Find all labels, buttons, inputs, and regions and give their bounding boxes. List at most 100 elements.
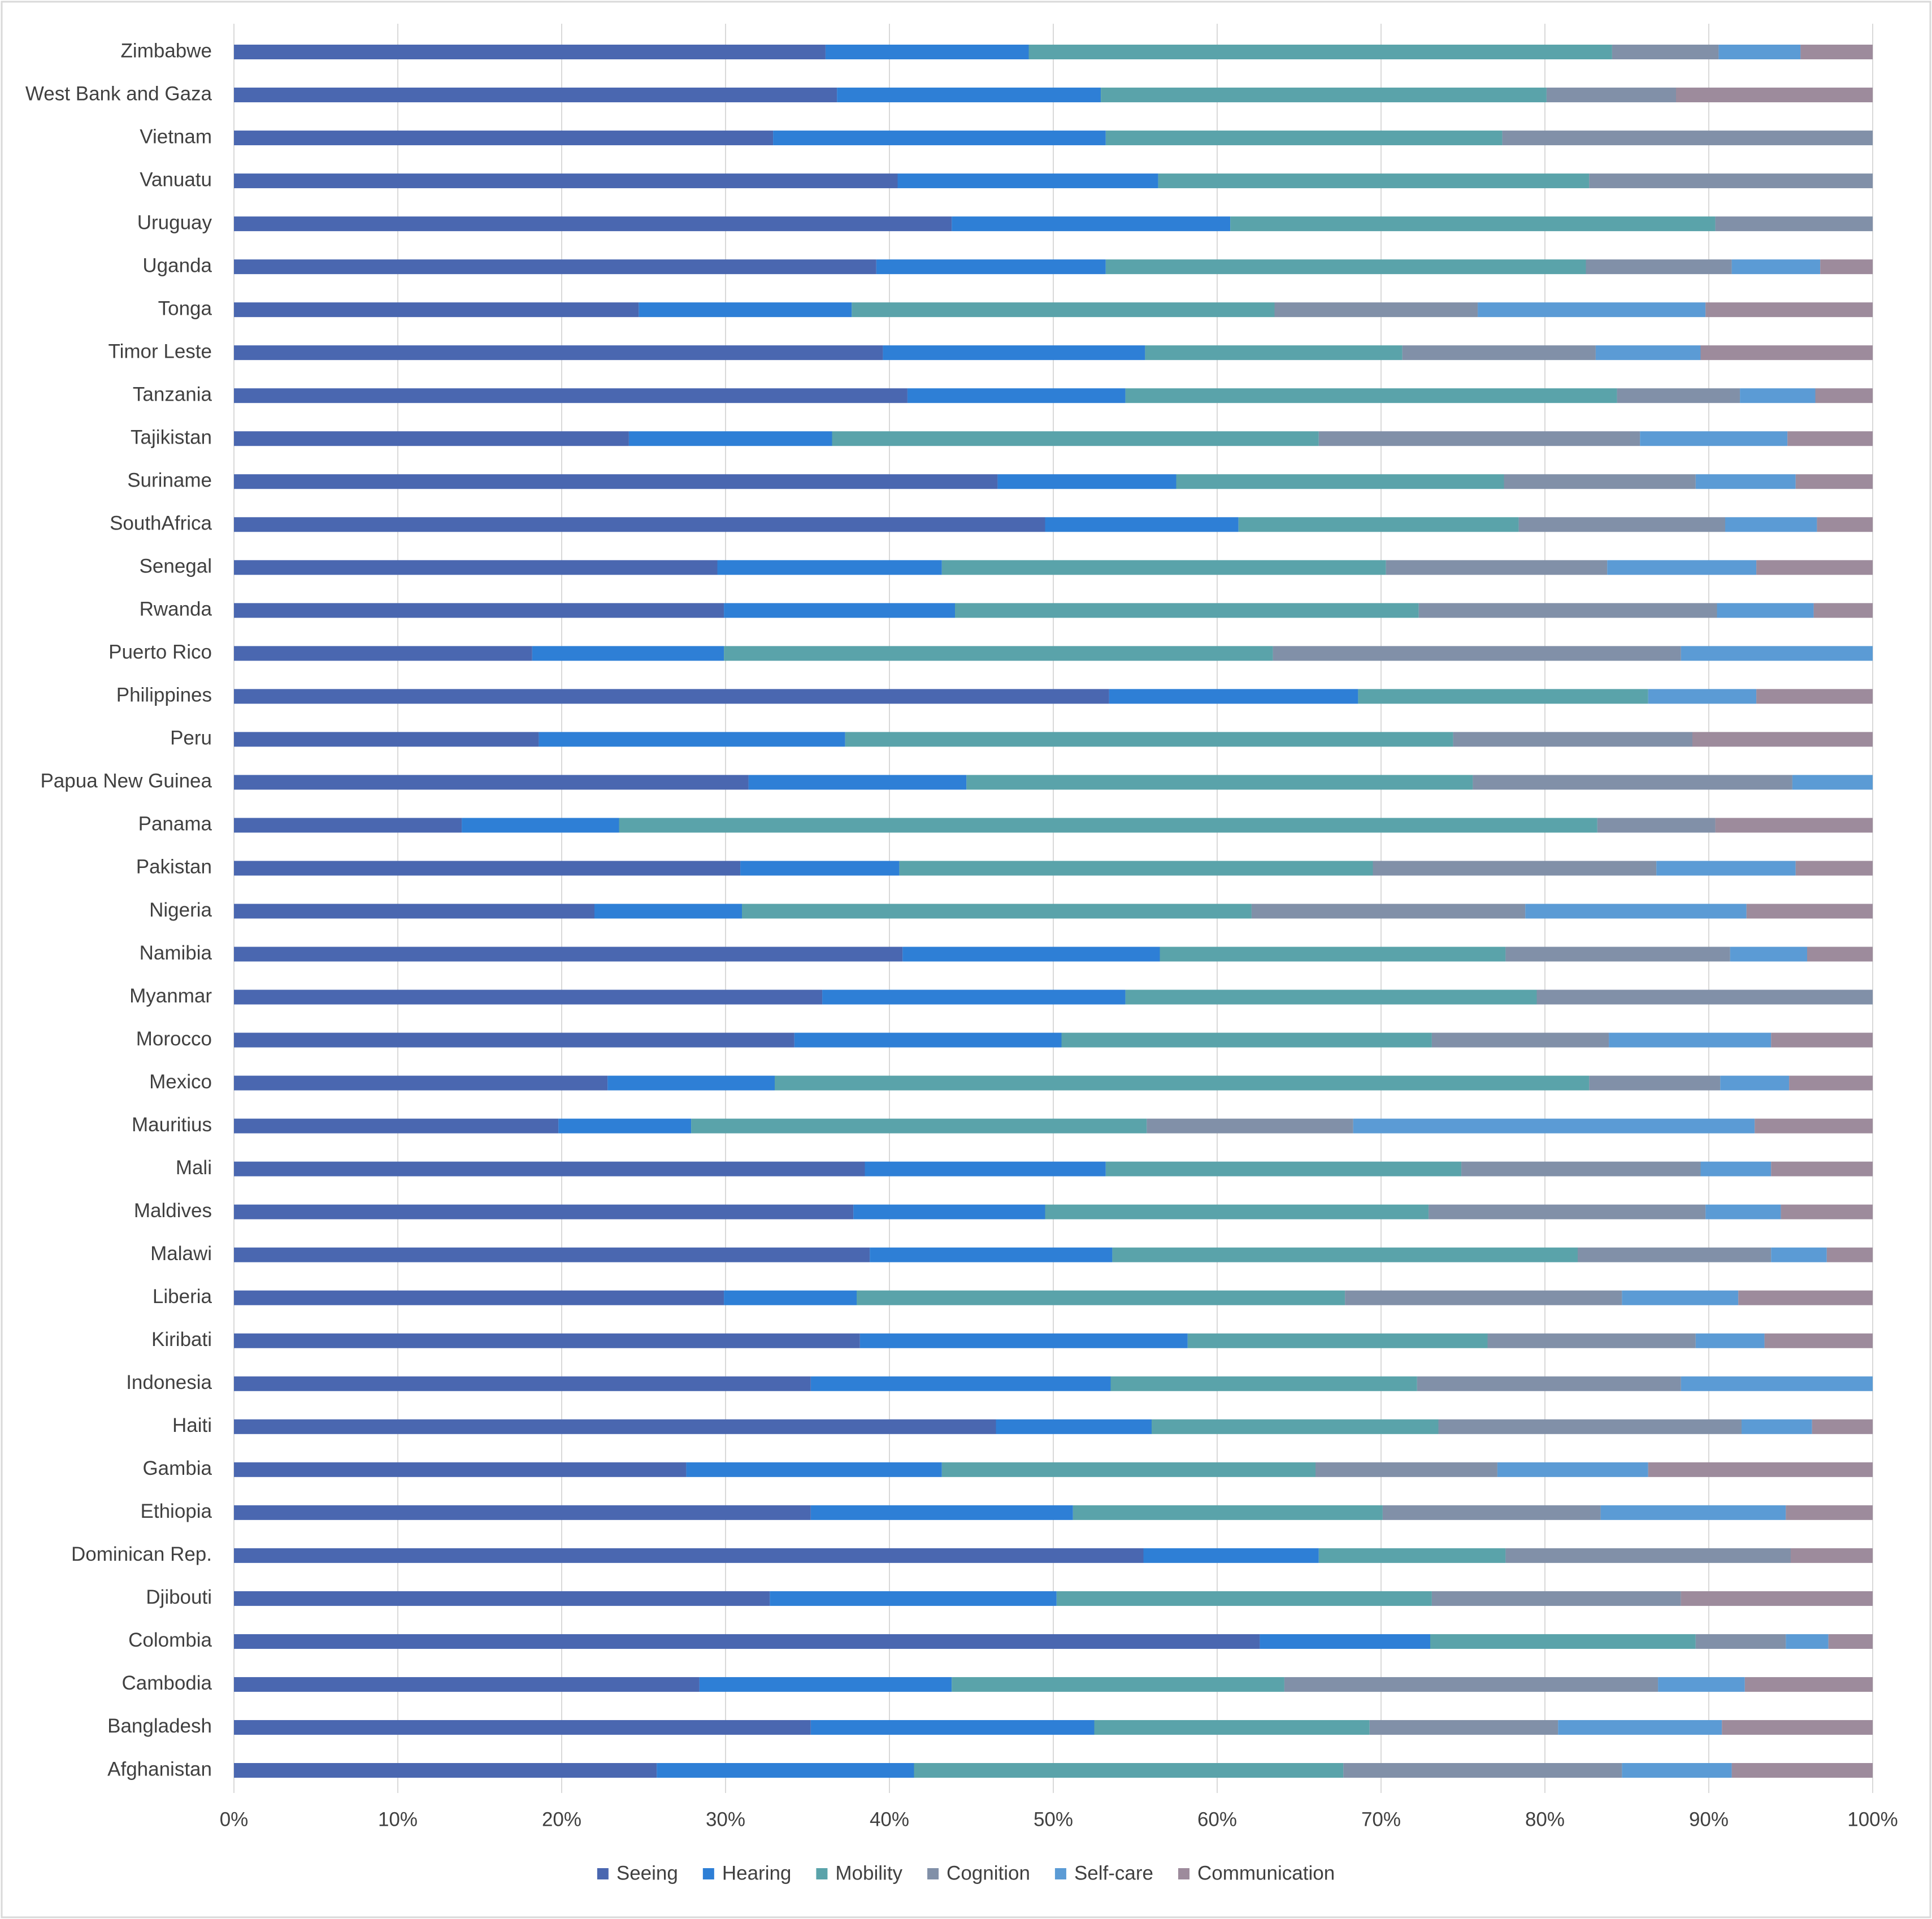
legend-label: Mobility [835,1862,902,1884]
bar-segment [234,1548,1144,1563]
bar-segment [1578,1247,1772,1262]
bar-segment [234,131,774,146]
bar-segment [1755,1118,1873,1134]
bar-segment [1813,603,1873,618]
bar-segment [234,1720,811,1735]
bar-segment [558,1118,692,1134]
bar-segment [1431,1032,1609,1048]
bar-segment [234,1419,996,1434]
bar-segment [1502,131,1873,146]
legend-swatch [927,1868,939,1879]
bar-segment [966,775,1473,790]
y-tick-label: Papua New Guinea [40,770,212,792]
bar-segment [1695,1634,1786,1649]
bar-segment [1056,1591,1432,1606]
y-tick-label: Tanzania [133,383,212,405]
bar-segment [876,259,1106,275]
bar-segment [628,431,832,446]
bar-segment [1110,1376,1417,1391]
bar-segment [1473,775,1792,790]
bar-segment [1617,388,1740,403]
bar-segment [1386,560,1608,575]
bar-segment [810,1720,1095,1735]
bar-segment [1273,646,1681,661]
bar-segment [234,1591,770,1606]
bar-segment [234,1677,700,1692]
bar-segment [1705,1204,1781,1219]
y-tick-label: Vietnam [140,125,212,147]
bar-segment [1160,947,1506,962]
bar-segment [1648,1462,1873,1477]
y-tick-label: Namibia [140,942,212,964]
bar-segment [941,560,1386,575]
x-tick-label: 70% [1361,1808,1401,1830]
y-tick-label: Uruguay [137,211,212,233]
x-tick-label: 20% [542,1808,581,1830]
legend-swatch [702,1868,714,1879]
bar-segment [775,1075,1590,1091]
bar-segment [686,1462,942,1477]
bar-segment [914,1763,1344,1778]
bar-segment [1453,732,1692,747]
bar-segment [1725,517,1817,532]
bar-segment [1791,1548,1873,1563]
x-tick-label: 100% [1847,1808,1898,1830]
bar-segment [1045,517,1239,532]
bar-segment [1152,1419,1439,1434]
bar-segment [1786,1634,1829,1649]
bar-segment [1812,1419,1873,1434]
x-tick-label: 60% [1197,1808,1237,1830]
x-tick-label: 50% [1034,1808,1073,1830]
bar-segment [594,904,742,919]
bar-segment [996,1419,1152,1434]
bar-segment [1771,1032,1873,1048]
bar-segment [1607,560,1757,575]
bar-segment [1402,345,1596,361]
y-tick-label: Tajikistan [131,426,212,448]
bar-segment [234,388,908,403]
bar-segment [234,345,883,361]
bar-segment [1546,88,1676,103]
y-tick-label: Tonga [158,297,212,319]
y-tick-label: Timor Leste [108,340,212,362]
bar-segment [234,1247,870,1262]
bar-segment [234,1290,724,1305]
bar-segment [607,1075,775,1091]
x-tick-label: 90% [1689,1808,1729,1830]
bar-segment [1461,1161,1701,1176]
y-tick-label: Maldives [134,1200,212,1222]
bar-segment [1045,1204,1429,1219]
bar-segment [1820,259,1873,275]
x-tick-label: 0% [220,1808,249,1830]
bar-segment [1284,1677,1659,1692]
y-tick-label: Ethiopia [141,1500,212,1522]
bar-segment [1430,1634,1696,1649]
bar-segment [1731,259,1821,275]
bar-segment [748,775,967,790]
bar-segment [724,603,955,618]
y-tick-label: Mauritius [132,1114,212,1136]
bar-segment [532,646,724,661]
bar-segment [857,1290,1345,1305]
bar-segment [1230,216,1716,232]
legend-swatch [597,1868,609,1879]
bar-segment [234,1161,865,1176]
bar-segment [810,1505,1073,1520]
bar-segment [1658,1677,1745,1692]
bar-segment [897,173,1158,189]
bar-segment [1717,603,1814,618]
bar-segment [234,302,639,318]
bar-segment [619,818,1597,833]
bar-segment [717,560,942,575]
bar-segment [810,1376,1111,1391]
bar-segment [1807,947,1873,962]
bar-segment [1525,904,1747,919]
bar-segment [1640,431,1788,446]
bar-segment [845,732,1453,747]
bar-segment [822,989,1126,1005]
bar-segment [234,818,462,833]
y-tick-label: Cambodia [121,1672,212,1694]
bar-segment [724,646,1273,661]
bar-segment [1612,45,1719,59]
